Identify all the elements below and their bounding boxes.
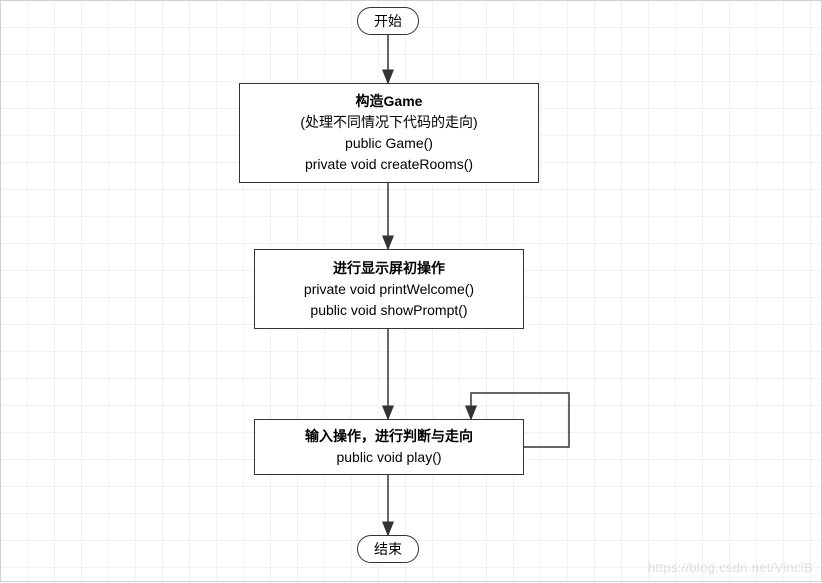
game-line-2: private void createRooms(): [305, 154, 473, 175]
display-line-1: public void showPrompt(): [310, 300, 467, 321]
start-label: 开始: [374, 11, 402, 31]
play-line-0: public void play(): [336, 447, 441, 468]
display-line-0: private void printWelcome(): [304, 279, 474, 300]
display-node: 进行显示屏初操作 private void printWelcome() pub…: [254, 249, 524, 329]
game-line-0: (处理不同情况下代码的走向): [300, 112, 477, 133]
game-title: 构造Game: [356, 91, 423, 112]
play-title: 输入操作，进行判断与走向: [305, 426, 473, 447]
start-node: 开始: [357, 7, 419, 35]
end-node: 结束: [357, 535, 419, 563]
diagram-container: 开始 构造Game (处理不同情况下代码的走向) public Game() p…: [0, 0, 822, 582]
display-title: 进行显示屏初操作: [333, 258, 445, 279]
end-label: 结束: [374, 539, 402, 559]
game-node: 构造Game (处理不同情况下代码的走向) public Game() priv…: [239, 83, 539, 183]
game-line-1: public Game(): [345, 133, 433, 154]
watermark-text: https://blog.csdn.net/VinciB: [648, 560, 813, 575]
play-node: 输入操作，进行判断与走向 public void play(): [254, 419, 524, 475]
